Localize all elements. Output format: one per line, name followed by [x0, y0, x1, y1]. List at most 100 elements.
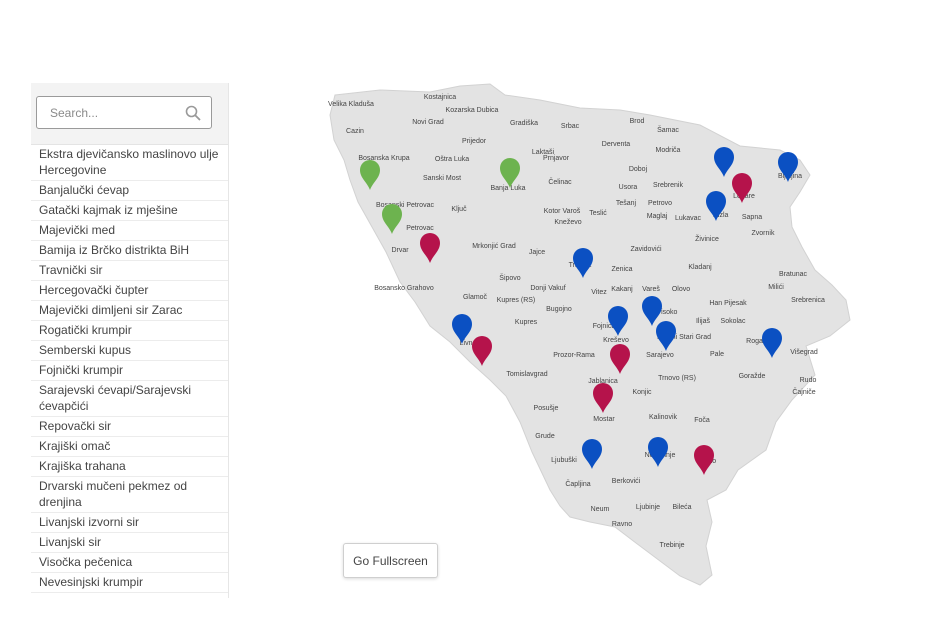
city-label: Laktaši	[532, 149, 555, 156]
city-label: Šamac	[657, 125, 679, 134]
product-list-item[interactable]: Travnički sir	[31, 261, 228, 281]
product-list-item[interactable]: Livanjski izvorni sir	[31, 513, 228, 533]
go-fullscreen-button[interactable]: Go Fullscreen	[343, 543, 438, 578]
blue-map-marker-icon[interactable]	[656, 321, 676, 351]
city-label: Trnovo (RS)	[658, 375, 696, 382]
product-list: Ekstra djevičansko maslinovo ulje Herceg…	[31, 145, 228, 593]
blue-map-marker-icon[interactable]	[452, 314, 472, 344]
red-map-marker-icon[interactable]	[420, 233, 440, 263]
green-map-marker-icon[interactable]	[382, 204, 402, 234]
product-list-item[interactable]: Majevički dimljeni sir Zarac	[31, 301, 228, 321]
city-label: Drvar	[391, 247, 409, 254]
product-list-item[interactable]: Ekstra djevičansko maslinovo ulje Herceg…	[31, 145, 228, 181]
city-label: Čelinac	[548, 177, 572, 186]
blue-map-marker-icon[interactable]	[573, 248, 593, 278]
city-label: Fojnica	[593, 323, 616, 330]
product-list-item[interactable]: Majevički med	[31, 221, 228, 241]
city-label: Usora	[619, 184, 638, 191]
city-label: Srbac	[561, 123, 580, 130]
city-label: Goražde	[739, 373, 766, 380]
blue-map-marker-icon[interactable]	[714, 147, 734, 177]
search-icon[interactable]	[185, 105, 201, 126]
city-label: Banja Luka	[490, 185, 525, 192]
product-list-item[interactable]: Repovački sir	[31, 417, 228, 437]
city-label: Vitez	[591, 289, 607, 296]
city-label: Livno	[460, 340, 477, 347]
city-label: Neum	[591, 506, 610, 513]
city-label: Zavidovići	[630, 246, 662, 253]
city-label: Kotor Varoš	[544, 208, 581, 215]
blue-map-marker-icon[interactable]	[582, 439, 602, 469]
city-label: Olovo	[672, 286, 690, 293]
product-list-item[interactable]: Hercegovački čupter	[31, 281, 228, 301]
search-box[interactable]	[36, 96, 212, 129]
blue-map-marker-icon[interactable]	[762, 328, 782, 358]
product-list-item[interactable]: Banjalučki ćevap	[31, 181, 228, 201]
green-map-marker-icon[interactable]	[360, 160, 380, 190]
city-label: Ilijaš	[696, 318, 711, 325]
red-map-marker-icon[interactable]	[610, 344, 630, 374]
city-label: Brod	[630, 118, 645, 125]
product-list-item[interactable]: Fojnički krumpir	[31, 361, 228, 381]
city-label: Kneževo	[554, 219, 581, 226]
red-map-marker-icon[interactable]	[593, 383, 613, 413]
city-label: Bugojno	[546, 306, 572, 313]
city-label: Derventa	[602, 141, 631, 148]
product-list-item[interactable]: Livanjski sir	[31, 533, 228, 553]
city-label: Jablanica	[588, 378, 618, 385]
city-label: Kostajnica	[424, 94, 456, 101]
green-map-marker-icon[interactable]	[500, 158, 520, 188]
city-label: Istočni Stari Grad	[657, 334, 711, 341]
product-list-item[interactable]: Nevesinjski krumpir	[31, 573, 228, 593]
city-label: Čapljina	[565, 479, 590, 488]
product-list-item[interactable]: Krajiška trahana	[31, 457, 228, 477]
city-label: Doboj	[629, 166, 648, 173]
city-label: Rudo	[800, 377, 817, 384]
city-label: Maglaj	[647, 213, 668, 220]
city-label: Pale	[710, 351, 724, 358]
blue-map-marker-icon[interactable]	[608, 306, 628, 336]
city-label: Bratunac	[779, 271, 808, 278]
city-label: Mrkonjić Grad	[472, 243, 516, 250]
city-label: Petrovac	[406, 225, 434, 232]
product-list-item[interactable]: Semberski kupus	[31, 341, 228, 361]
blue-map-marker-icon[interactable]	[642, 296, 662, 326]
city-label: Sokolac	[721, 318, 746, 325]
red-map-marker-icon[interactable]	[472, 336, 492, 366]
city-label: Ravno	[612, 521, 632, 528]
blue-map-marker-icon[interactable]	[778, 152, 798, 182]
product-list-item[interactable]: Bamija iz Brčko distrikta BiH	[31, 241, 228, 261]
search-input[interactable]	[48, 105, 182, 121]
city-label: Tomislavgrad	[506, 371, 547, 378]
red-map-marker-icon[interactable]	[732, 173, 752, 203]
city-label: Prozor-Rama	[553, 352, 595, 359]
product-list-item[interactable]: Gatački kajmak iz mješine	[31, 201, 228, 221]
city-label: Han Pijesak	[709, 300, 747, 307]
city-label: Bosanska Krupa	[358, 155, 409, 162]
city-label: Petrovo	[648, 200, 672, 207]
city-label: Kupres (RS)	[497, 297, 536, 304]
city-label: Glamoč	[463, 294, 488, 301]
city-label: Lukavac	[675, 215, 702, 222]
product-list-item[interactable]: Krajiški omač	[31, 437, 228, 457]
product-list-item[interactable]: Visočka pečenica	[31, 553, 228, 573]
city-label: Kupres	[515, 319, 538, 326]
city-label: Gradiška	[510, 120, 538, 127]
product-list-item[interactable]: Rogatički krumpir	[31, 321, 228, 341]
city-label: Živinice	[695, 234, 719, 243]
city-label: Kozarska Dubica	[446, 107, 499, 114]
blue-map-marker-icon[interactable]	[648, 437, 668, 467]
product-list-item[interactable]: Sarajevski ćevapi/Sarajevski ćevapčići	[31, 381, 228, 417]
city-label: Tešanj	[616, 200, 637, 207]
city-label: Vareš	[642, 286, 660, 293]
city-label: Donji Vakuf	[530, 285, 565, 292]
city-label: Cazin	[346, 128, 364, 135]
city-label: Srebrenica	[791, 297, 825, 304]
city-label: Ljubuški	[551, 457, 577, 464]
city-label: Višegrad	[790, 349, 818, 356]
product-list-item[interactable]: Drvarski mučeni pekmez od drenjina	[31, 477, 228, 513]
blue-map-marker-icon[interactable]	[706, 191, 726, 221]
city-label: Oštra Luka	[435, 156, 469, 163]
red-map-marker-icon[interactable]	[694, 445, 714, 475]
